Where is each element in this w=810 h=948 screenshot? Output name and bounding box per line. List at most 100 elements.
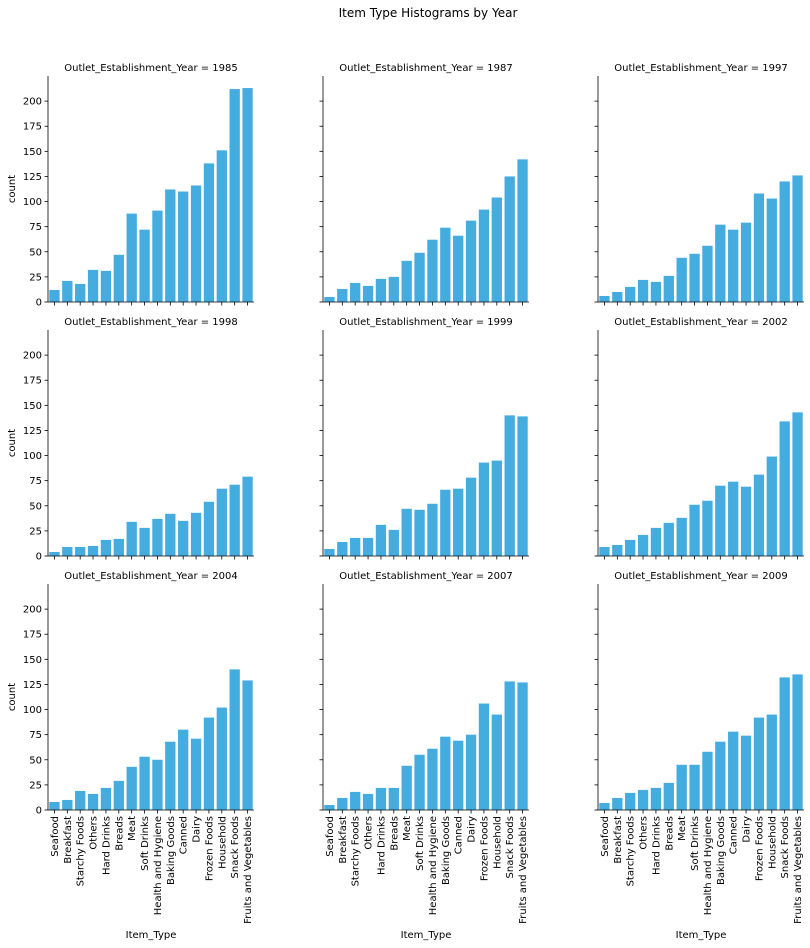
bar (702, 245, 713, 302)
bar (178, 520, 189, 556)
bar (625, 792, 636, 810)
bar (152, 759, 163, 810)
x-tick-label: Fruits and Vegetables (793, 816, 804, 924)
bar (375, 278, 387, 302)
y-tick-label: 175 (23, 376, 42, 387)
y-tick-label: 175 (23, 122, 42, 133)
bar (766, 456, 777, 556)
x-tick-label: Seafood (325, 816, 336, 857)
x-tick-label: Seafood (600, 816, 611, 857)
bar (216, 488, 227, 556)
bar (178, 729, 189, 810)
y-tick-label: 150 (23, 655, 42, 666)
bar (676, 517, 687, 556)
x-axis-label: Item_Type (126, 930, 177, 941)
bar (453, 235, 464, 302)
x-tick-label: Snack Foods (230, 816, 241, 878)
x-tick-label: Others (364, 816, 375, 850)
bar (478, 209, 490, 302)
bar (87, 545, 99, 556)
panel-title: Outlet_Establishment_Year = 1997 (614, 63, 788, 74)
panel-title: Outlet_Establishment_Year = 2009 (614, 571, 788, 582)
y-tick-label: 175 (23, 630, 42, 641)
bar (504, 415, 515, 556)
bar (165, 513, 176, 556)
bar (427, 239, 438, 302)
bar (625, 539, 636, 556)
bar (190, 738, 202, 810)
y-tick-label: 200 (23, 97, 42, 108)
bar (165, 189, 176, 302)
x-tick-label: Breads (114, 816, 125, 851)
bar (126, 521, 137, 556)
x-tick-label: Frozen Foods (479, 816, 490, 881)
bar (401, 508, 412, 556)
bar (517, 159, 528, 302)
bar (414, 509, 425, 556)
bar (728, 229, 739, 302)
bar (350, 791, 361, 810)
bar (75, 546, 86, 556)
bar (715, 485, 726, 556)
bar (100, 270, 112, 302)
bar (49, 551, 60, 556)
y-axis-label: count (7, 175, 18, 203)
bar (87, 793, 99, 810)
bar (663, 275, 674, 302)
facet-panel: Outlet_Establishment_Year = 1985 0 25 50 75 1… (7, 63, 254, 309)
x-tick-label: Household (217, 816, 228, 869)
x-tick-label: Baking Goods (716, 816, 727, 885)
x-tick-label: Starchy Foods (351, 816, 362, 886)
bar (165, 741, 176, 810)
bar (517, 416, 528, 556)
bar (779, 181, 790, 302)
bar (100, 539, 112, 556)
bar (753, 717, 765, 810)
bar (203, 163, 215, 302)
bar (75, 283, 86, 302)
panel-title: Outlet_Establishment_Year = 1985 (64, 63, 238, 74)
y-tick-label: 25 (29, 272, 42, 283)
bar (337, 797, 348, 810)
bar (453, 740, 464, 810)
bar (465, 220, 477, 302)
x-tick-label: Soft Drinks (140, 816, 151, 871)
bar (599, 295, 610, 302)
panel-title: Outlet_Establishment_Year = 1987 (339, 63, 513, 74)
x-tick-label: Health and Hygiene (703, 816, 714, 915)
bar (702, 751, 713, 810)
x-tick-label: Dairy (192, 816, 203, 843)
bar (139, 229, 150, 302)
bar (375, 524, 387, 556)
y-tick-label: 150 (23, 147, 42, 158)
x-tick-label: Others (89, 816, 100, 850)
bar (740, 222, 752, 302)
x-tick-label: Canned (179, 816, 190, 854)
bar (728, 481, 739, 556)
bar (625, 286, 636, 302)
bar (190, 185, 202, 302)
bar (504, 176, 515, 302)
x-tick-label: Baking Goods (166, 816, 177, 885)
bar (49, 801, 60, 810)
bar (728, 731, 739, 810)
bar (324, 804, 335, 810)
x-tick-label: Starchy Foods (626, 816, 637, 886)
bar (87, 269, 99, 302)
bar (401, 260, 412, 302)
y-axis-label: count (7, 429, 18, 457)
figure-title: Item Type Histograms by Year (338, 6, 518, 20)
y-tick-label: 0 (36, 552, 42, 563)
bar (388, 529, 399, 556)
x-axis-label: Item_Type (401, 930, 452, 941)
x-tick-label: Starchy Foods (76, 816, 87, 886)
bar (465, 477, 477, 556)
y-tick-label: 125 (23, 426, 42, 437)
y-axis-label: count (7, 683, 18, 711)
facet-panel: Outlet_Establishment_Year = 1987 (319, 63, 529, 306)
x-tick-label: Household (492, 816, 503, 869)
facet-panel: Outlet_Establishment_Year = 2002 (594, 317, 804, 560)
bar (62, 799, 73, 810)
bar (152, 518, 163, 556)
